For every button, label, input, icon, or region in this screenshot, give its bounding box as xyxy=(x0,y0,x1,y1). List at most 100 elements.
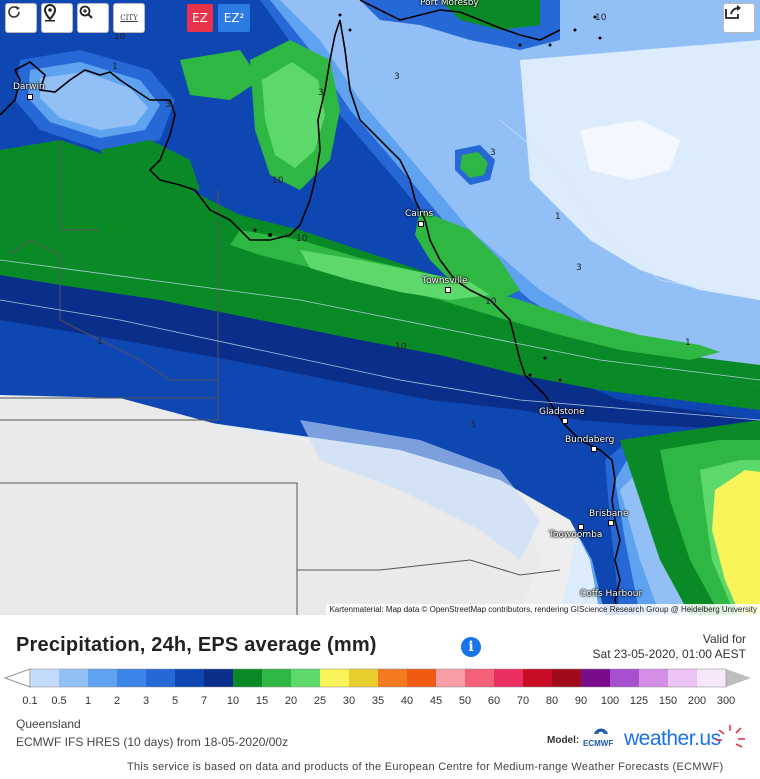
ez-button[interactable]: EZ xyxy=(187,4,213,32)
legend-tick-label: 90 xyxy=(574,695,588,707)
city-marker xyxy=(562,418,568,424)
legend-tick-label: 150 xyxy=(658,695,678,707)
city-label-cairns: Cairns xyxy=(405,209,434,219)
city-label-bundaberg: Bundaberg xyxy=(565,435,615,445)
contour-label: 1 xyxy=(97,337,103,347)
contour-label: 10 xyxy=(296,234,308,244)
city-marker xyxy=(578,524,584,530)
legend-frame xyxy=(29,668,727,688)
ez2-button[interactable]: EZ² xyxy=(218,4,250,32)
contour-label: 10 xyxy=(114,32,126,42)
city-toggle-label: CITY xyxy=(120,14,138,22)
contour-label: 10 xyxy=(395,342,407,352)
legend-color-cell xyxy=(233,669,262,687)
legend-tick-label: 0.1 xyxy=(22,695,38,707)
city-label-gladstone: Gladstone xyxy=(539,407,585,417)
weather-us-logo[interactable]: weather.us xyxy=(624,727,721,750)
contour-label: 10 xyxy=(485,297,497,307)
location-pin-icon xyxy=(43,4,57,22)
legend-color-cell xyxy=(320,669,349,687)
contour-label: 1 xyxy=(555,212,561,222)
location-button[interactable] xyxy=(42,4,72,32)
contour-label: 3 xyxy=(576,263,582,273)
legend-color-cell xyxy=(697,669,726,687)
legend-color-cell xyxy=(494,669,523,687)
city-marker xyxy=(27,94,33,100)
contour-label: 1 xyxy=(112,62,118,72)
legend-color-cell xyxy=(117,669,146,687)
legend-color-cell xyxy=(668,669,697,687)
zoom-icon xyxy=(79,5,93,19)
legend-color-cell xyxy=(378,669,407,687)
city-marker xyxy=(591,446,597,452)
legend-color-cell xyxy=(175,669,204,687)
legend-color-cell xyxy=(610,669,639,687)
legend-tick-label: 0.5 xyxy=(51,695,67,707)
legend-color-cell xyxy=(581,669,610,687)
contour-label: 10 xyxy=(272,176,284,186)
legend-tick-label: 3 xyxy=(142,695,150,707)
legend-tick-label: 50 xyxy=(458,695,472,707)
legend-tick-label: 20 xyxy=(284,695,298,707)
weather-us-sun-icon xyxy=(716,725,745,748)
reload-button[interactable] xyxy=(6,4,36,32)
legend-color-cell xyxy=(465,669,494,687)
ecmwf-logo-text: ECMWF xyxy=(583,739,614,748)
info-icon[interactable]: i xyxy=(461,637,481,657)
legend-color-cell xyxy=(146,669,175,687)
city-label-toowoomba: Toowoomba xyxy=(549,530,603,540)
city-label-coffs-harbour: Coffs Harbour xyxy=(580,589,643,599)
legend-tick-label: 35 xyxy=(371,695,385,707)
legend-color-cell xyxy=(59,669,88,687)
legend-color-cell xyxy=(88,669,117,687)
legend-tick-label: 80 xyxy=(545,695,559,707)
model-run-info: ECMWF IFS HRES (10 days) from 18-05-2020… xyxy=(16,735,289,749)
reload-icon xyxy=(8,6,20,18)
city-label-port-moresby: Port Moresby xyxy=(420,0,479,8)
city-marker xyxy=(418,221,424,227)
legend-color-cell xyxy=(349,669,378,687)
city-label-darwin: Darwin xyxy=(13,82,45,92)
legend-color-cell xyxy=(523,669,552,687)
share-button[interactable] xyxy=(724,4,754,32)
legend-tick-label: 125 xyxy=(629,695,649,707)
precipitation-legend xyxy=(3,668,751,688)
legend-tick-label: 60 xyxy=(487,695,501,707)
precipitation-map[interactable]: 10 1 3 3 10 3 10 3 1 10 10 10 3 1 1 3 Po… xyxy=(0,0,760,615)
region-name: Queensland xyxy=(16,717,81,731)
legend-tick-label: 40 xyxy=(400,695,414,707)
ecmwf-disclaimer: This service is based on data and produc… xyxy=(127,761,724,773)
city-marker xyxy=(445,287,451,293)
contour-label: 3 xyxy=(490,148,496,158)
legend-tick-label: 70 xyxy=(516,695,530,707)
legend-tick-label: 300 xyxy=(716,695,736,707)
map-attribution[interactable]: Kartenmaterial: Map data © OpenStreetMap… xyxy=(326,604,760,615)
legend-tick-label: 2 xyxy=(113,695,121,707)
legend-tick-label: 100 xyxy=(600,695,620,707)
map-title: Precipitation, 24h, EPS average (mm) xyxy=(16,634,377,656)
legend-color-cell xyxy=(436,669,465,687)
legend-tick-label: 1 xyxy=(84,695,92,707)
legend-tick-label: 5 xyxy=(171,695,179,707)
contour-label: 1 xyxy=(685,338,691,348)
city-toggle-button[interactable]: CITY xyxy=(114,4,144,32)
model-label: Model: xyxy=(547,735,580,746)
contour-label: 3 xyxy=(165,100,171,110)
legend-end-high xyxy=(726,669,751,687)
valid-time: Sat 23-05-2020, 01:00 AEST xyxy=(592,647,746,661)
contour-label: 3 xyxy=(318,88,324,98)
legend-tick-label: 15 xyxy=(255,695,269,707)
legend-color-cell xyxy=(30,669,59,687)
city-marker xyxy=(608,520,614,526)
legend-end-low xyxy=(3,668,31,688)
legend-color-cell xyxy=(204,669,233,687)
legend-tick-label: 200 xyxy=(687,695,707,707)
zoom-button[interactable] xyxy=(78,4,108,32)
legend-tick-label: 25 xyxy=(313,695,327,707)
legend-color-cell xyxy=(407,669,436,687)
legend-color-cell xyxy=(639,669,668,687)
legend-color-cell xyxy=(262,669,291,687)
ecmwf-logo[interactable]: ECMWF xyxy=(583,726,619,750)
legend-tick-label: 45 xyxy=(429,695,443,707)
share-icon xyxy=(725,5,741,19)
